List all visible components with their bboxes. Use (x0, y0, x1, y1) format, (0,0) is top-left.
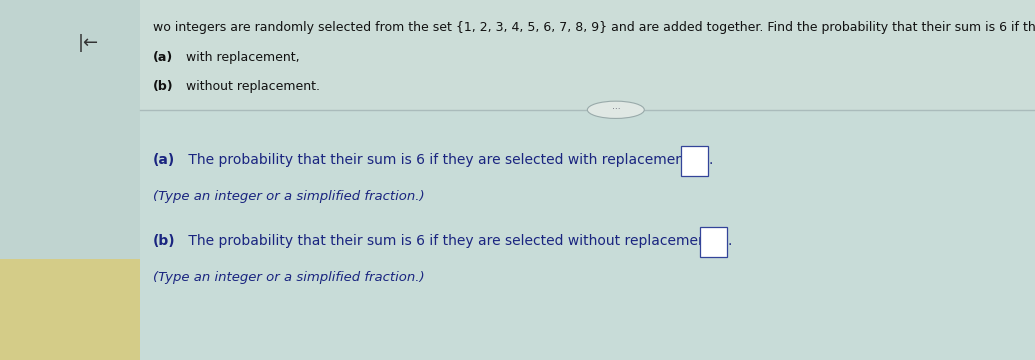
FancyBboxPatch shape (0, 0, 140, 360)
Ellipse shape (587, 101, 644, 118)
Text: ···: ··· (612, 105, 620, 114)
Text: .: . (709, 153, 713, 167)
Text: (b): (b) (153, 80, 174, 93)
Text: with replacement,: with replacement, (182, 51, 300, 64)
Text: (a): (a) (153, 51, 174, 64)
Text: (Type an integer or a simplified fraction.): (Type an integer or a simplified fractio… (153, 190, 424, 203)
Text: (Type an integer or a simplified fraction.): (Type an integer or a simplified fractio… (153, 271, 424, 284)
FancyBboxPatch shape (700, 227, 727, 257)
Text: (a): (a) (153, 153, 175, 167)
Text: .: . (728, 234, 732, 248)
Text: without replacement.: without replacement. (182, 80, 320, 93)
FancyBboxPatch shape (0, 259, 140, 360)
FancyBboxPatch shape (140, 0, 1035, 110)
FancyBboxPatch shape (681, 146, 708, 176)
Text: The probability that their sum is 6 if they are selected without replacement is: The probability that their sum is 6 if t… (184, 234, 732, 248)
Text: |←: |← (78, 34, 98, 52)
Text: The probability that their sum is 6 if they are selected with replacement is: The probability that their sum is 6 if t… (184, 153, 709, 167)
Text: (b): (b) (153, 234, 176, 248)
Text: wo integers are randomly selected from the set {1, 2, 3, 4, 5, 6, 7, 8, 9} and a: wo integers are randomly selected from t… (153, 21, 1035, 33)
